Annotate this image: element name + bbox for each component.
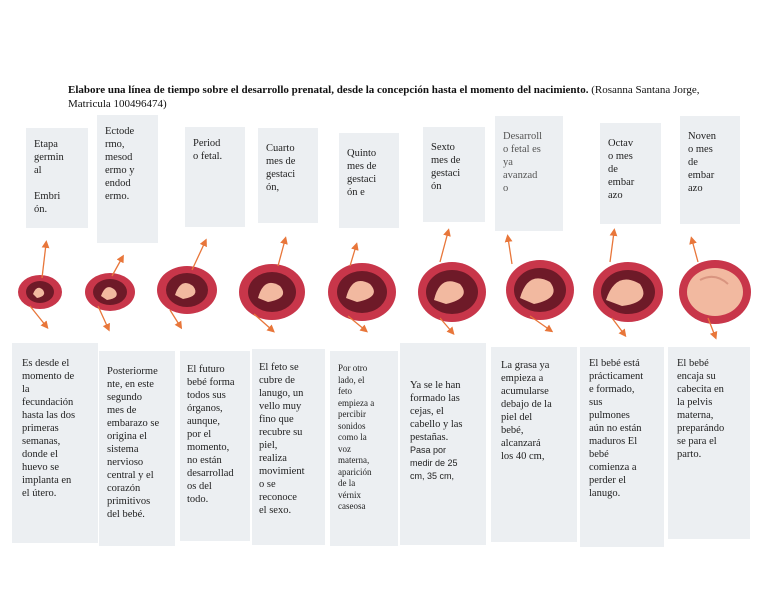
stage-description-1: Es desde el momento de la fecundación ha…: [12, 343, 98, 543]
uterus-stage-4: [239, 264, 305, 320]
stage-label-text: Octav o mes de embar azo: [608, 138, 635, 201]
stage-description-5: Por otro lado, el feto empieza a percibi…: [330, 351, 398, 546]
stage-label-text: Noven o mes de embar azo: [688, 131, 716, 194]
stage-label-8: Octav o mes de embar azo: [600, 123, 661, 224]
stage-description-6: Ya se le han formado las cejas, el cabel…: [400, 343, 486, 545]
stage-description-3: El futuro bebé forma todos sus órganos, …: [180, 351, 250, 541]
stage-label-text: Desarroll o fetal es ya avanzad o: [503, 131, 543, 194]
stage-description-text: Ya se le han formado las cejas, el cabel…: [410, 380, 463, 443]
uterus-stage-7: [506, 260, 574, 320]
stage-label-1: Etapa germin al Embri ón.: [26, 128, 88, 228]
uterus-stage-2: [85, 273, 135, 311]
stage-description-text: Por otro lado, el feto empieza a percibi…: [338, 363, 375, 511]
uterus-stage-8: [593, 262, 663, 322]
stage-description-7: La grasa ya empieza a acumularse debajo …: [491, 347, 577, 542]
heading-bold-text: Elabore una línea de tiempo sobre el des…: [68, 84, 589, 96]
stage-description-text: Es desde el momento de la fecundación ha…: [22, 358, 76, 499]
pointer-arrows: [29, 228, 718, 340]
stage-description-2: Posteriorme nte, en este segundo mes de …: [99, 351, 175, 546]
stage-label-2: Ectode rmo, mesod ermo y endod ermo.: [97, 115, 158, 243]
stage-description-9: El bebé encaja su cabecita en la pelvis …: [668, 347, 750, 539]
stage-description-text: La grasa ya empieza a acumularse debajo …: [501, 360, 552, 462]
stage-label-text: Etapa germin al Embri ón.: [34, 139, 64, 215]
stage-label-text: Ectode rmo, mesod ermo y endod ermo.: [105, 126, 135, 202]
uterus-stage-6: [418, 262, 486, 322]
stage-label-3: Period o fetal.: [185, 127, 245, 227]
stage-label-9: Noven o mes de embar azo: [680, 116, 740, 224]
stage-description-8: El bebé está prácticament e formado, sus…: [580, 347, 664, 547]
stage-label-text: Period o fetal.: [193, 138, 223, 162]
stage-description-4: El feto se cubre de lanugo, un vello muy…: [252, 349, 325, 545]
stage-label-7: Desarroll o fetal es ya avanzad o: [495, 116, 563, 231]
stage-label-6: Sexto mes de gestaci ón: [423, 127, 485, 222]
uterus-stage-1: [18, 275, 62, 309]
stage-description-text: El futuro bebé forma todos sus órganos, …: [187, 364, 235, 505]
uterus-stage-3: [157, 266, 217, 314]
uterus-stage-5: [328, 263, 396, 321]
stage-description-text: Posteriorme nte, en este segundo mes de …: [107, 366, 160, 520]
stage-label-text: Quinto mes de gestaci ón e: [347, 148, 377, 198]
stage-label-text: Cuarto mes de gestaci ón,: [266, 143, 296, 193]
stage-label-4: Cuarto mes de gestaci ón,: [258, 128, 318, 223]
stage-description-text: El bebé está prácticament e formado, sus…: [589, 358, 644, 499]
uterus-stage-9: [679, 260, 751, 324]
heading-author-text: (Rosanna Santana Jorge, Matricula 100496…: [68, 84, 700, 110]
stage-label-text: Sexto mes de gestaci ón: [431, 142, 461, 192]
stage-description-text: El feto se cubre de lanugo, un vello muy…: [259, 362, 305, 516]
stage-label-5: Quinto mes de gestaci ón e: [339, 133, 399, 228]
stage-description-text: El bebé encaja su cabecita en la pelvis …: [677, 358, 725, 460]
stage-description-measure: Pasa por medir de 25 cm, 35 cm,: [410, 445, 458, 481]
assignment-heading: Elabore una línea de tiempo sobre el des…: [68, 83, 718, 111]
